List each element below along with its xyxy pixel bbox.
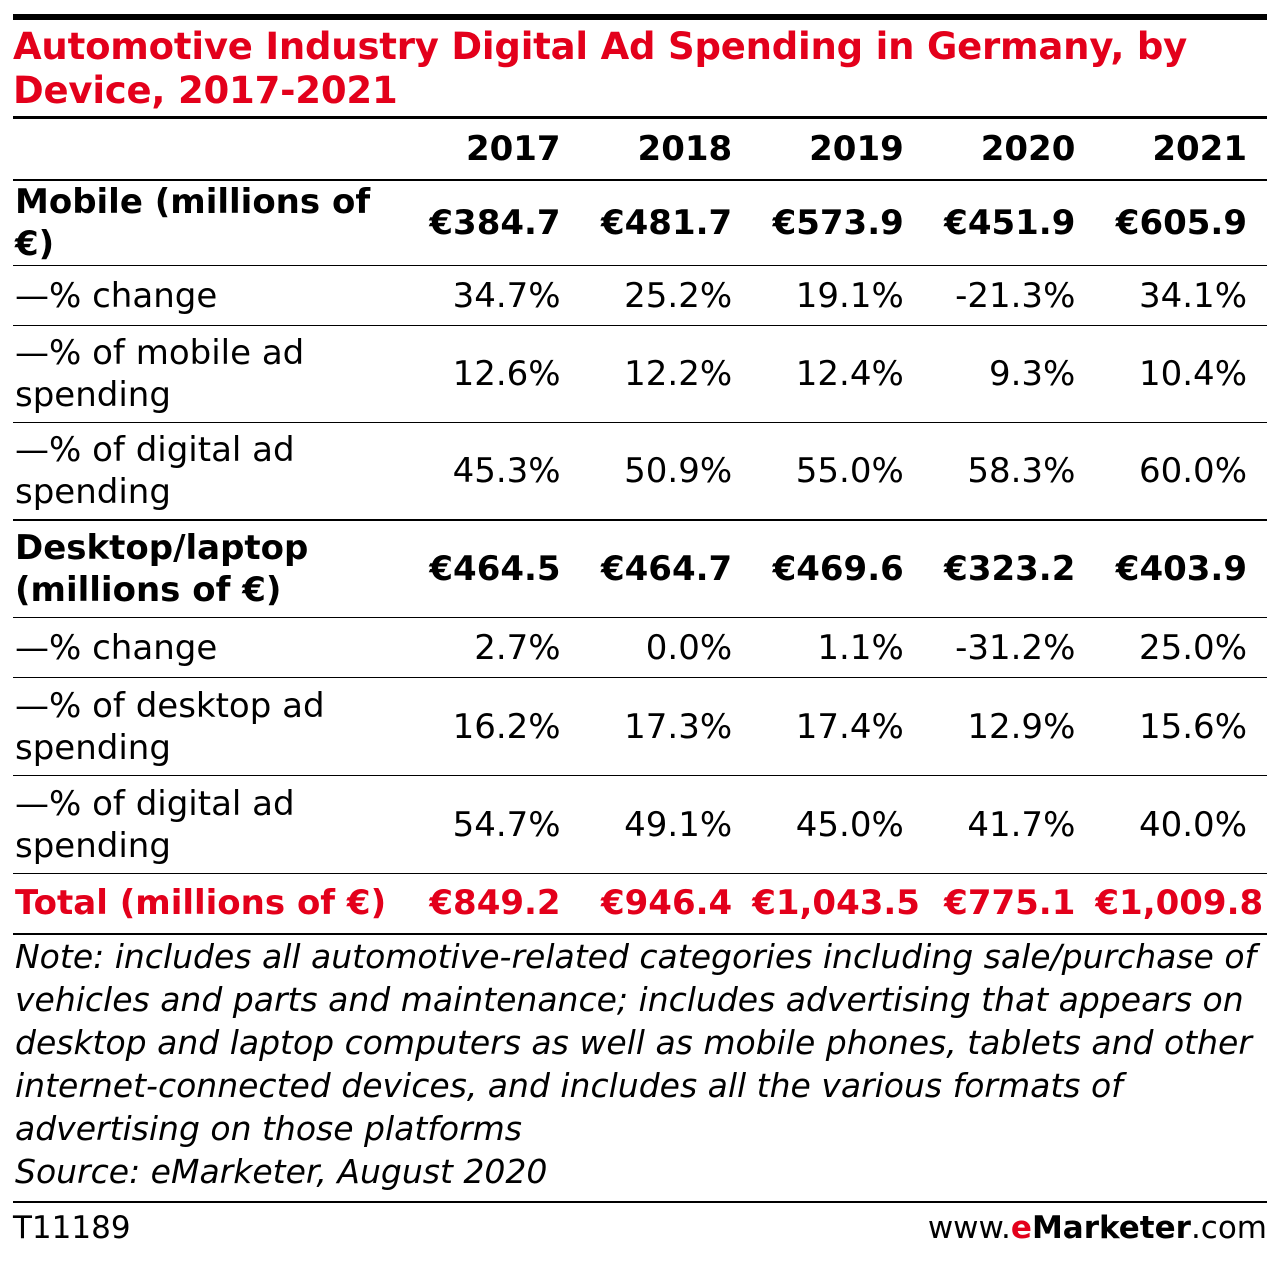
value-cell: €384.7 [409, 180, 581, 266]
table-row: —% of digital ad spending 45.3% 50.9% 55.0%… [13, 422, 1267, 521]
value-cell: 40.0% [1095, 775, 1267, 874]
value-cell: €1,043.5 [752, 873, 924, 935]
value-cell: 12.9% [923, 677, 1096, 776]
value-cell: 58.3% [923, 422, 1096, 521]
value-cell: €946.4 [580, 873, 753, 935]
value-cell: 12.6% [409, 325, 581, 423]
table-row: Mobile (millions of €) €384.7 €481.7 €573.9… [13, 180, 1267, 266]
value-cell: 10.4% [1095, 325, 1267, 423]
row-label: —% of digital ad spending [13, 422, 409, 521]
table-row: —% of desktop ad spending 16.2% 17.3% 17.4%… [13, 677, 1267, 776]
value-cell: 15.6% [1095, 677, 1267, 776]
row-label: —% of desktop ad spending [13, 677, 409, 776]
header-year: 2021 [1095, 119, 1267, 181]
value-cell: €469.6 [752, 519, 924, 618]
value-cell: 34.1% [1095, 265, 1267, 326]
row-label: —% of mobile ad spending [13, 325, 409, 423]
value-cell: €605.9 [1095, 180, 1267, 266]
value-cell: 0.0% [580, 617, 753, 678]
table-body: Mobile (millions of €) €384.7 €481.7 €573.9… [13, 180, 1267, 935]
row-label: Desktop/laptop (millions of €) [13, 519, 409, 618]
value-cell: 2.7% [409, 617, 581, 678]
table-row: —% change 2.7% 0.0% 1.1% -31.2% 25.0% [13, 617, 1267, 678]
value-cell: 25.2% [580, 265, 753, 326]
value-cell: €451.9 [923, 180, 1096, 266]
header-year: 2019 [752, 119, 924, 181]
value-cell: 16.2% [409, 677, 581, 776]
note-text: Note: includes all automotive-related ca… [15, 936, 1257, 1148]
brand-e: e [1010, 1209, 1032, 1246]
source-text: Source: eMarketer, August 2020 [15, 1151, 548, 1191]
value-cell: -31.2% [923, 617, 1096, 678]
value-cell: 60.0% [1095, 422, 1267, 521]
chart-container: Automotive Industry Digital Ad Spending … [13, 14, 1267, 1253]
header-year: 2017 [409, 119, 581, 181]
value-cell: 25.0% [1095, 617, 1267, 678]
row-label: Mobile (millions of €) [13, 180, 409, 266]
value-cell: €573.9 [752, 180, 924, 266]
value-cell: €464.5 [409, 519, 581, 618]
value-cell: 41.7% [923, 775, 1096, 874]
table-id: T11189 [13, 1209, 131, 1246]
value-cell: 19.1% [752, 265, 924, 326]
value-cell: 17.4% [752, 677, 924, 776]
top-rule [13, 14, 1267, 20]
value-cell: 12.2% [580, 325, 753, 423]
table-row: Total (millions of €) €849.2 €946.4 €1,043.… [13, 873, 1267, 935]
value-cell: 54.7% [409, 775, 581, 874]
row-label: —% change [13, 617, 409, 678]
value-cell: 9.3% [923, 325, 1096, 423]
table-row: —% of digital ad spending 54.7% 49.1% 45.0%… [13, 775, 1267, 874]
table-row: Desktop/laptop (millions of €) €464.5 €464… [13, 519, 1267, 618]
row-label: —% of digital ad spending [13, 775, 409, 874]
brand-logo: www.eMarketer.com [928, 1210, 1267, 1246]
value-cell: -21.3% [923, 265, 1096, 326]
title-rule [13, 116, 1267, 119]
header-label-cell [13, 119, 409, 181]
value-cell: 1.1% [752, 617, 924, 678]
footer: T11189 www.eMarketer.com [13, 1203, 1267, 1253]
row-label: —% change [13, 265, 409, 326]
value-cell: 17.3% [580, 677, 753, 776]
value-cell: €481.7 [580, 180, 753, 266]
value-cell: 45.0% [752, 775, 924, 874]
header-row: 2017 2018 2019 2020 2021 [13, 119, 1267, 181]
value-cell: €1,009.8 [1095, 873, 1267, 935]
value-cell: 55.0% [752, 422, 924, 521]
value-cell: €403.9 [1095, 519, 1267, 618]
brand-name: Marketer [1031, 1209, 1191, 1246]
value-cell: €323.2 [923, 519, 1096, 618]
brand-prefix: www. [927, 1209, 1011, 1246]
value-cell: €775.1 [923, 873, 1096, 935]
header-year: 2018 [580, 119, 753, 181]
value-cell: 12.4% [752, 325, 924, 423]
header-year: 2020 [923, 119, 1096, 181]
value-cell: €464.7 [580, 519, 753, 618]
footer-rule [13, 1200, 1267, 1203]
table-row: —% of mobile ad spending 12.6% 12.2% 12.4% 9… [13, 325, 1267, 423]
value-cell: 49.1% [580, 775, 753, 874]
value-cell: 50.9% [580, 422, 753, 521]
data-table: 2017 2018 2019 2020 2021 Mobile (million… [13, 119, 1267, 935]
row-label: Total (millions of €) [13, 873, 409, 935]
value-cell: 34.7% [409, 265, 581, 326]
value-cell: €849.2 [409, 873, 581, 935]
value-cell: 45.3% [409, 422, 581, 521]
brand-suffix: .com [1190, 1209, 1267, 1246]
chart-title: Automotive Industry Digital Ad Spending … [13, 25, 1188, 112]
table-row: —% change 34.7% 25.2% 19.1% -21.3% 34.1% [13, 265, 1267, 326]
